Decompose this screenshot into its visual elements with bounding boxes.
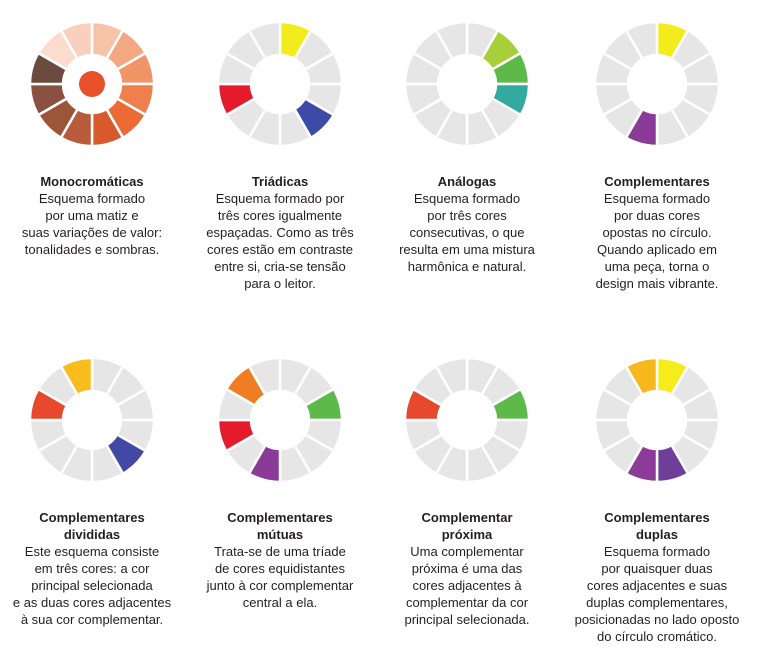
scheme-description: por três cores [427, 208, 507, 223]
scheme-title: Triádicas [252, 174, 308, 189]
scheme-description: tonalidades e sombras. [25, 242, 159, 257]
scheme-title: Complementares [604, 510, 709, 525]
scheme-description: Esquema formado [414, 191, 520, 206]
wheel-segment [59, 356, 94, 397]
scheme-title: Complementares [39, 510, 144, 525]
scheme-description: por uma matiz e [45, 208, 138, 223]
scheme-description: central a ela. [243, 595, 317, 610]
wheel-segment [434, 20, 469, 61]
scheme-title: Complementares [604, 174, 709, 189]
scheme-description: do círculo cromático. [597, 629, 717, 644]
color-wheel [593, 356, 721, 484]
scheme-description: Esquema formado por [216, 191, 345, 206]
wheel-segment [247, 20, 282, 61]
scheme-description: cores estão em contraste [207, 242, 353, 257]
scheme-description: uma peça, torna o [605, 259, 710, 274]
scheme-description: Trata-se de uma tríade [214, 544, 346, 559]
scheme-title: mútuas [257, 527, 303, 542]
scheme-description: à sua cor complementar. [21, 612, 163, 627]
wheel-segment [247, 356, 282, 397]
wheel-center [79, 71, 105, 97]
wheel-segment [624, 20, 659, 61]
scheme-description: espaçadas. Como as três [206, 225, 354, 240]
color-wheel [403, 356, 531, 484]
scheme-description: de cores equidistantes [215, 561, 346, 576]
scheme-description: e as duas cores adjacentes [13, 595, 172, 610]
scheme-description: consecutivas, o que [410, 225, 525, 240]
scheme-title: Análogas [438, 174, 497, 189]
scheme-title: próxima [442, 527, 493, 542]
color-wheel [28, 356, 156, 484]
scheme-description: cores adjacentes à [412, 578, 522, 593]
scheme-description: Quando aplicado em [597, 242, 717, 257]
scheme-description: Esquema formado [604, 544, 710, 559]
scheme-description: harmônica e natural. [408, 259, 527, 274]
color-wheel [403, 20, 531, 148]
scheme-description: em três cores: a cor [35, 561, 151, 576]
color-wheel [216, 20, 344, 148]
scheme-description: para o leitor. [244, 276, 316, 291]
scheme-description: design mais vibrante. [596, 276, 719, 291]
scheme-description: Este esquema consiste [25, 544, 159, 559]
scheme-description: Esquema formado [39, 191, 145, 206]
scheme-title: Monocromáticas [40, 174, 143, 189]
color-wheel [593, 20, 721, 148]
color-wheel [216, 356, 344, 484]
scheme-title: Complementares [227, 510, 332, 525]
scheme-title: Complementar [421, 510, 512, 525]
scheme-description: duplas complementares, [586, 595, 728, 610]
scheme-description: Uma complementar [410, 544, 524, 559]
scheme-title: divididas [64, 527, 120, 542]
scheme-description: Esquema formado [604, 191, 710, 206]
scheme-title: duplas [636, 527, 678, 542]
wheel-segment [59, 20, 94, 61]
scheme-description: entre si, cria-se tensão [214, 259, 346, 274]
scheme-description: próxima é uma das [412, 561, 523, 576]
scheme-description: por quaisquer duas [601, 561, 713, 576]
scheme-description: posicionadas no lado oposto [575, 612, 740, 627]
scheme-description: complementar da cor [406, 595, 529, 610]
scheme-description: principal selecionada [31, 578, 153, 593]
wheel-segment [624, 356, 659, 397]
scheme-description: junto à cor complementar [206, 578, 354, 593]
scheme-description: cores adjacentes e suas [587, 578, 728, 593]
wheel-segment [434, 356, 469, 397]
scheme-description: três cores igualmente [218, 208, 342, 223]
scheme-description: resulta em uma mistura [399, 242, 536, 257]
scheme-description: principal selecionada. [404, 612, 529, 627]
scheme-description: por duas cores [614, 208, 700, 223]
scheme-description: suas variações de valor: [22, 225, 162, 240]
color-wheel [28, 20, 156, 148]
scheme-description: opostas no círculo. [602, 225, 711, 240]
